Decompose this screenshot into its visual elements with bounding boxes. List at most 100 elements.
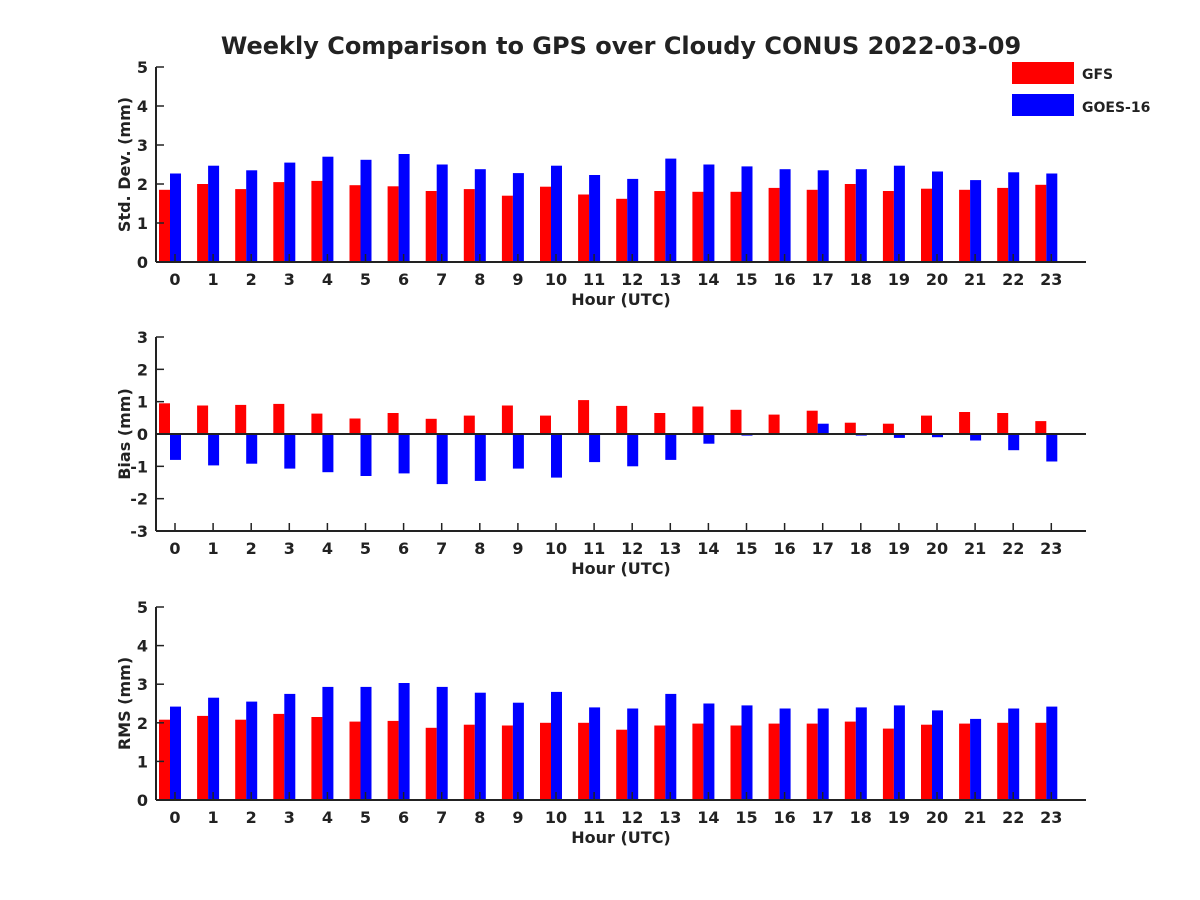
x-tick-label: 10 — [545, 270, 567, 289]
x-tick-label: 17 — [812, 808, 834, 827]
bar-goes16-p1-h14 — [703, 164, 715, 262]
bar-gfs-p2-h19 — [882, 423, 894, 434]
bar-goes16-p3-h15 — [741, 705, 753, 800]
bar-gfs-p2-h2 — [235, 404, 247, 434]
x-tick-label: 16 — [773, 808, 795, 827]
y-tick-label: 5 — [137, 598, 148, 617]
y-tick-label: 1 — [137, 752, 148, 771]
y-tick-label: 3 — [137, 328, 148, 347]
x-tick-label: 22 — [1002, 270, 1024, 289]
bar-gfs-p1-h11 — [578, 194, 590, 262]
x-tick-label: 13 — [659, 270, 681, 289]
x-tick-label: 6 — [398, 270, 409, 289]
bar-goes16-p1-h10 — [551, 165, 562, 262]
bar-goes16-p1-h19 — [893, 165, 905, 262]
x-axis-label: Hour (UTC) — [571, 828, 671, 847]
bar-gfs-p1-h8 — [463, 189, 475, 262]
bar-goes16-p2-h22 — [1008, 434, 1020, 451]
bar-goes16-p1-h21 — [970, 180, 982, 262]
bar-gfs-p1-h15 — [730, 191, 742, 262]
x-tick-label: 15 — [735, 808, 757, 827]
bar-gfs-p1-h14 — [692, 191, 704, 262]
bar-gfs-p3-h22 — [997, 722, 1009, 800]
bar-gfs-p1-h2 — [235, 189, 247, 262]
bar-goes16-p3-h20 — [932, 710, 943, 800]
y-tick-label: 0 — [137, 253, 148, 272]
x-tick-label: 10 — [545, 539, 567, 558]
y-tick-label: 5 — [137, 58, 148, 77]
bar-gfs-p1-h16 — [768, 187, 780, 262]
bar-goes16-p2-h7 — [436, 434, 448, 485]
bar-goes16-p1-h9 — [512, 173, 524, 262]
bar-gfs-p3-h14 — [692, 723, 704, 800]
bar-goes16-p3-h23 — [1046, 706, 1058, 800]
bar-goes16-p1-h20 — [932, 171, 943, 262]
x-tick-label: 18 — [850, 539, 872, 558]
bar-goes16-p2-h0 — [170, 434, 181, 460]
bar-gfs-p2-h0 — [159, 403, 170, 434]
bar-gfs-p1-h13 — [654, 191, 666, 262]
legend-swatch-gfs — [1012, 62, 1074, 84]
y-axis-label: Bias (mm) — [115, 388, 134, 480]
bar-goes16-p2-h1 — [208, 434, 220, 466]
y-tick-label: 1 — [137, 214, 148, 233]
bar-goes16-p1-h6 — [398, 154, 410, 262]
x-tick-label: 18 — [850, 808, 872, 827]
bar-goes16-p2-h11 — [589, 434, 601, 463]
x-tick-label: 1 — [208, 270, 219, 289]
bar-goes16-p3-h11 — [589, 707, 601, 800]
y-tick-label: 2 — [137, 714, 148, 733]
bar-gfs-p3-h1 — [197, 715, 209, 800]
x-tick-label: 14 — [697, 808, 719, 827]
x-tick-label: 20 — [926, 270, 948, 289]
x-tick-label: 14 — [697, 270, 719, 289]
bar-gfs-p2-h6 — [387, 413, 399, 434]
bar-goes16-p3-h10 — [551, 691, 562, 800]
bar-goes16-p1-h15 — [741, 166, 753, 262]
x-tick-label: 23 — [1040, 270, 1062, 289]
x-tick-label: 13 — [659, 539, 681, 558]
bar-goes16-p2-h13 — [665, 434, 677, 460]
x-tick-label: 1 — [208, 808, 219, 827]
bar-gfs-p2-h21 — [959, 412, 971, 434]
bar-goes16-p2-h9 — [512, 434, 524, 469]
x-tick-label: 8 — [474, 808, 485, 827]
x-tick-label: 16 — [773, 270, 795, 289]
bar-goes16-p2-h20 — [932, 434, 943, 438]
bar-gfs-p2-h1 — [197, 405, 209, 434]
bar-goes16-p3-h3 — [284, 693, 296, 800]
y-tick-label: 0 — [137, 425, 148, 444]
bar-gfs-p1-h5 — [349, 185, 361, 262]
bar-gfs-p3-h4 — [311, 717, 323, 800]
x-tick-label: 7 — [436, 808, 447, 827]
bar-goes16-p2-h10 — [551, 434, 562, 478]
bar-goes16-p3-h13 — [665, 693, 677, 800]
x-tick-label: 7 — [436, 539, 447, 558]
x-tick-label: 2 — [246, 270, 257, 289]
y-tick-label: 3 — [137, 136, 148, 155]
x-tick-label: 17 — [812, 270, 834, 289]
bar-goes16-p1-h0 — [170, 173, 181, 262]
bar-gfs-p2-h13 — [654, 413, 666, 434]
bar-goes16-p3-h5 — [360, 686, 372, 800]
bar-gfs-p2-h20 — [921, 415, 932, 434]
bar-gfs-p1-h3 — [273, 182, 285, 262]
bar-goes16-p2-h14 — [703, 434, 715, 444]
legend-label-goes16: GOES-16 — [1082, 100, 1150, 116]
bar-goes16-p3-h18 — [855, 707, 867, 800]
bar-gfs-p2-h3 — [273, 403, 285, 434]
x-tick-label: 14 — [697, 539, 719, 558]
x-tick-label: 7 — [436, 270, 447, 289]
bar-gfs-p3-h0 — [159, 719, 170, 800]
bar-gfs-p3-h5 — [349, 721, 361, 800]
x-tick-label: 13 — [659, 808, 681, 827]
y-tick-label: 0 — [137, 791, 148, 810]
bar-gfs-p3-h17 — [806, 723, 818, 800]
y-tick-label: 2 — [137, 360, 148, 379]
bar-goes16-p1-h4 — [322, 156, 334, 262]
bar-gfs-p1-h19 — [882, 191, 894, 262]
x-tick-label: 3 — [284, 539, 295, 558]
